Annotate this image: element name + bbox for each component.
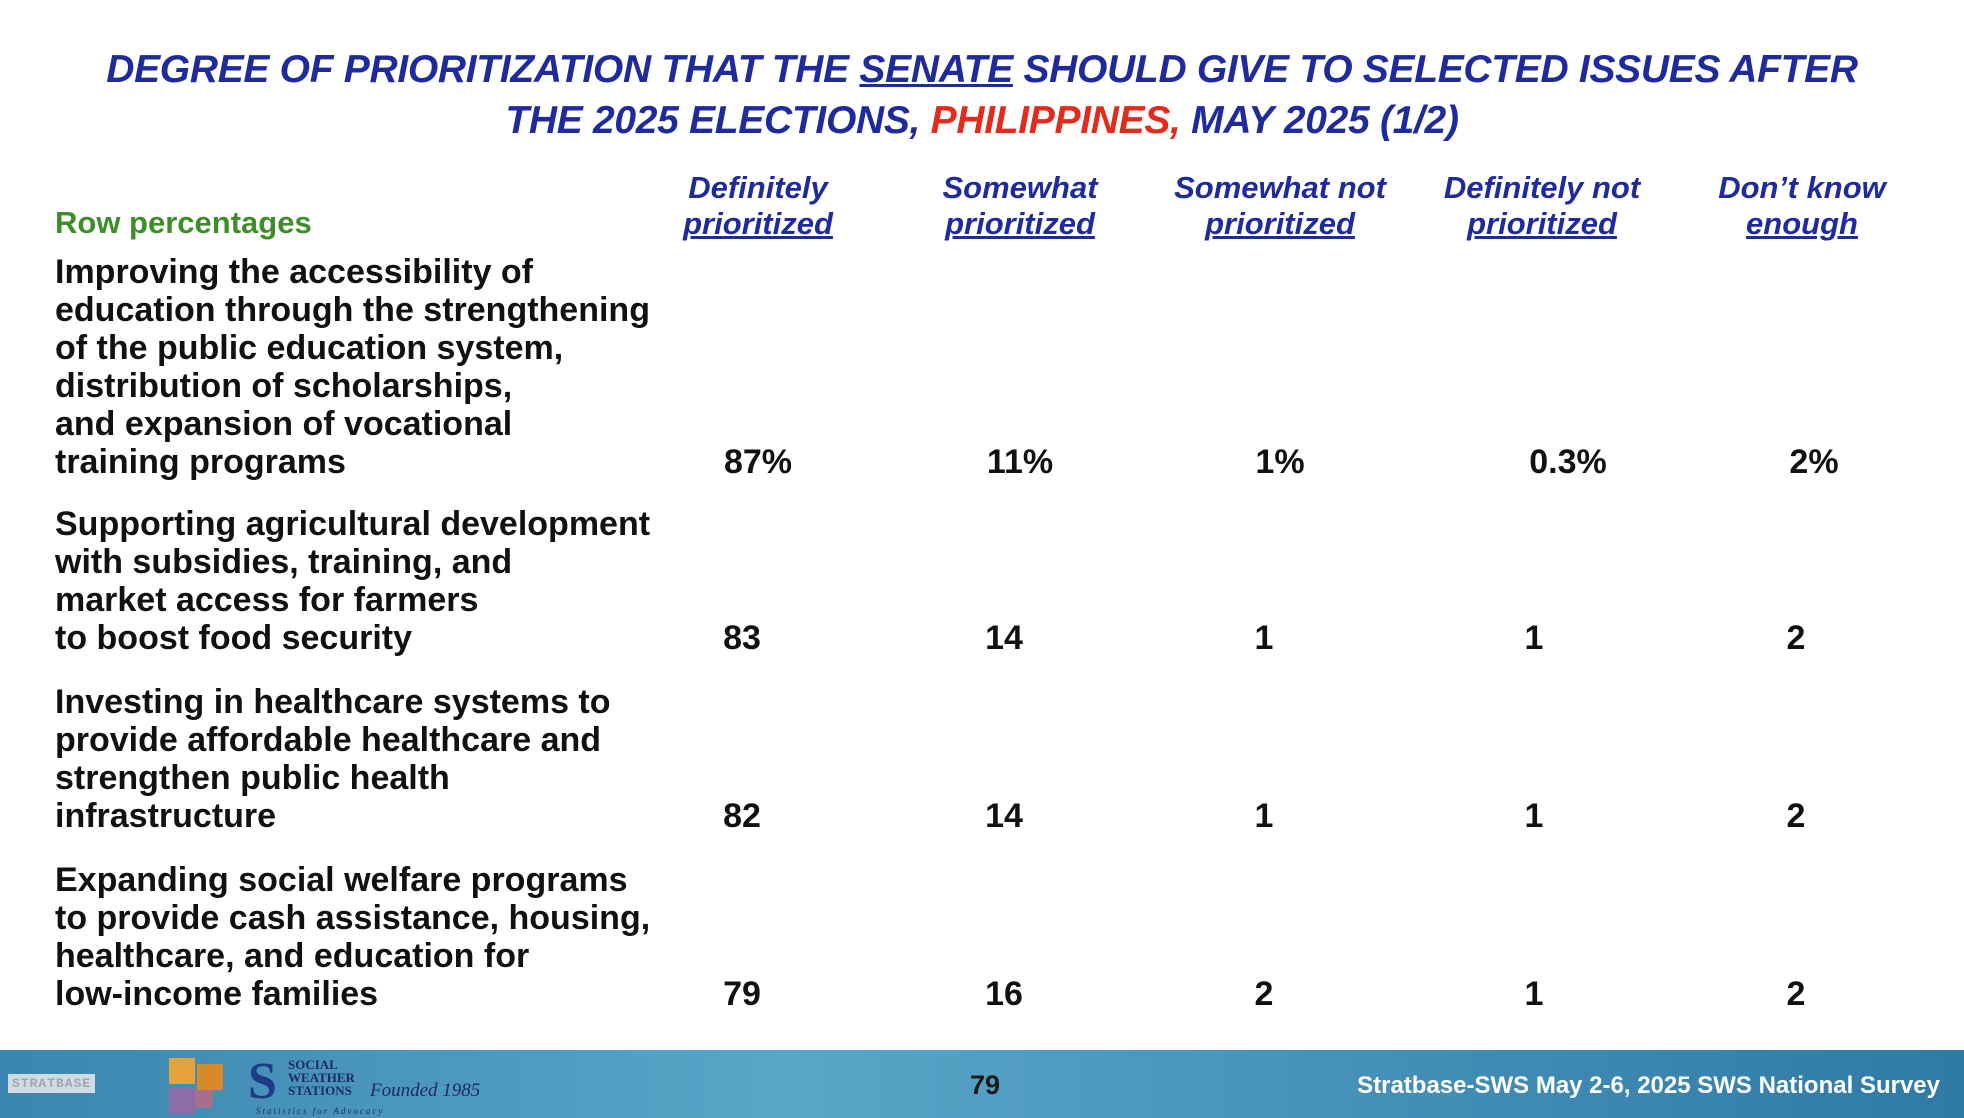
cell-welfare-somewhat-not: 2 [1254,975,1274,1013]
page-number: 79 [969,1070,1001,1100]
sws-logo: S SOCIAL WEATHER STATIONS Founded 1985 S… [248,1053,481,1117]
cell-education-somewhat: 11% [986,443,1054,481]
col-header-definitely-prioritized: Definitely prioritized [683,170,833,241]
survey-source: Stratbase-SWS May 2-6, 2025 SWS National… [1357,1072,1940,1099]
issue-social-welfare: Expanding social welfare programs to pro… [55,861,651,1013]
cell-healthcare-dont-know: 2 [1786,797,1806,835]
cell-healthcare-somewhat: 14 [985,797,1023,835]
footer-bar: STRATBASE S SOCIAL WEATHER STATIONS Foun… [0,1050,1964,1118]
col-header-definitely-not-prioritized: Definitely not prioritized [1443,170,1641,241]
cell-healthcare-definitely-not: 1 [1524,797,1544,835]
cell-agriculture-dont-know: 2 [1786,619,1806,657]
cell-education-definitely-not: 0.3% [1529,443,1607,481]
cell-agriculture-somewhat-not: 1 [1254,619,1274,657]
title-line-1: DEGREE OF PRIORITIZATION THAT THE SENATE… [0,44,1964,95]
title-senate: SENATE [859,48,1013,91]
stratbase-logo: STRATBASE [8,1068,198,1098]
title-text: SHOULD GIVE TO SELECTED ISSUES AFTER [1012,48,1858,91]
cell-welfare-definitely-not: 1 [1524,975,1544,1013]
title-text: MAY 2025 (1/2) [1180,99,1459,142]
title-line-2: THE 2025 ELECTIONS, PHILIPPINES, MAY 202… [0,95,1964,146]
cell-healthcare-somewhat-not: 1 [1254,797,1274,835]
cell-healthcare-definitely: 82 [723,797,761,835]
cell-agriculture-definitely-not: 1 [1524,619,1544,657]
cell-education-somewhat-not: 1% [1255,443,1305,481]
col-header-dont-know-enough: Don’t know enough [1718,170,1886,241]
col-header-somewhat-prioritized: Somewhat prioritized [942,170,1098,241]
issue-healthcare: Investing in healthcare systems to provi… [55,683,611,835]
row-percentages-label: Row percentages [55,205,312,240]
title-text: THE 2025 ELECTIONS, [505,99,931,142]
col-header-somewhat-not-prioritized: Somewhat not prioritized [1174,170,1386,241]
title-country: PHILIPPINES, [930,99,1181,142]
slide-title: DEGREE OF PRIORITIZATION THAT THE SENATE… [0,44,1964,146]
cell-welfare-somewhat: 16 [985,975,1023,1013]
cell-agriculture-definitely: 83 [723,619,761,657]
title-text: DEGREE OF PRIORITIZATION THAT THE [106,48,860,91]
issue-education: Improving the accessibility of education… [55,253,650,481]
logo-squares [165,1050,235,1118]
cell-welfare-dont-know: 2 [1786,975,1806,1013]
cell-education-definitely: 87% [723,443,793,481]
cell-welfare-definitely: 79 [723,975,761,1013]
cell-education-dont-know: 2% [1789,443,1839,481]
cell-agriculture-somewhat: 14 [985,619,1023,657]
issue-agriculture: Supporting agricultural development with… [55,505,651,657]
